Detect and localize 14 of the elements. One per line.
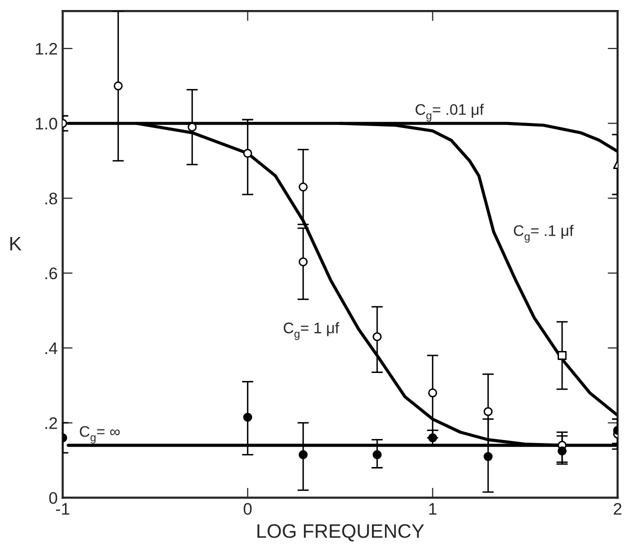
annotation: Cg= ∞	[80, 426, 120, 444]
y-tick-label: .6	[45, 268, 58, 280]
x-tick-label: -1	[56, 503, 70, 515]
x-tick-label: 0	[244, 503, 252, 515]
y-tick-label: 0	[49, 492, 58, 504]
y-tick-label: 1.2	[36, 42, 58, 55]
x-tick-label: 1	[429, 503, 436, 515]
x-tick-label: 2	[614, 503, 622, 515]
y-axis-title: K	[10, 236, 22, 250]
y-tick-label: .2	[45, 417, 58, 429]
y-tick-label: .4	[45, 342, 58, 354]
y-tick-label: .8	[45, 192, 58, 204]
x-axis-title: LOG FREQUENCY	[257, 524, 424, 542]
y-tick-label: 1.0	[36, 118, 58, 130]
